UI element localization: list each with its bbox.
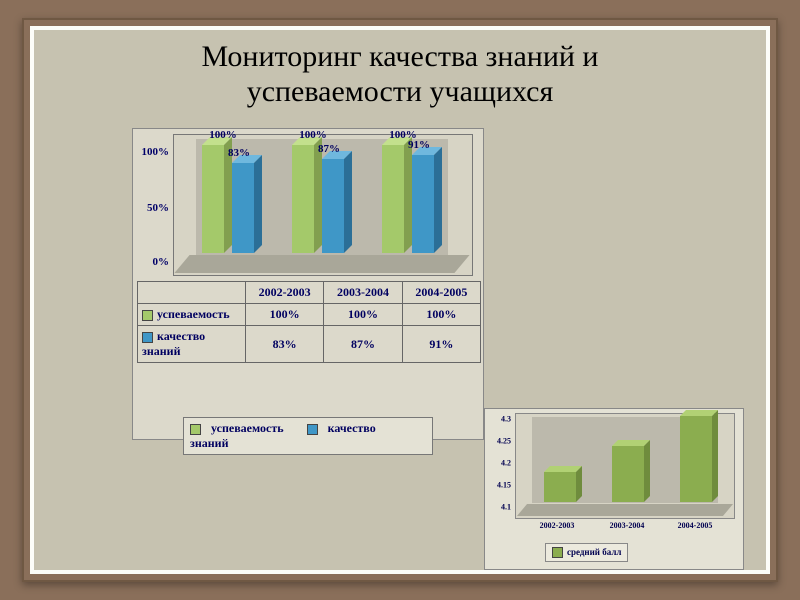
title-line-2: успеваемости учащихся <box>34 75 766 110</box>
title-line-1: Мониторинг качества знаний и <box>34 40 766 75</box>
chart2-bar-3 <box>680 416 712 502</box>
chart1-y-axis: 100% 50% 0% <box>133 134 171 276</box>
chart-quality-performance: 100% 50% 0% 100% 83% 100% <box>132 128 484 440</box>
chart2-bar-1 <box>544 472 576 502</box>
legend-swatch-green-icon <box>190 424 201 435</box>
legend-swatch-blue-icon <box>307 424 318 435</box>
swatch-green-icon <box>142 310 153 321</box>
chart1-legend: успеваемость качество знаний <box>183 417 433 455</box>
chart2-plot-area <box>515 413 735 519</box>
legend-swatch-green2-icon <box>552 547 563 558</box>
table-row: успеваемость 100% 100% 100% <box>138 304 481 326</box>
presentation-frame: Мониторинг качества знаний и успеваемост… <box>22 18 778 582</box>
slide-title: Мониторинг качества знаний и успеваемост… <box>34 40 766 109</box>
table-row: 2002-2003 2003-2004 2004-2005 <box>138 282 481 304</box>
slide-area: Мониторинг качества знаний и успеваемост… <box>34 30 766 570</box>
chart-average-score: 4.3 4.25 4.2 4.15 4.1 2002-2003 2003-200… <box>484 408 744 570</box>
chart2-legend: средний балл <box>545 543 628 562</box>
table-row: качество знаний 83% 87% 91% <box>138 326 481 363</box>
chart1-data-table: 2002-2003 2003-2004 2004-2005 успеваемос… <box>137 281 481 363</box>
chart2-y-axis: 4.3 4.25 4.2 4.15 4.1 <box>485 413 513 519</box>
swatch-blue-icon <box>142 332 153 343</box>
chart1-plot-area: 100% 83% 100% 87% 100% 91% <box>173 134 473 276</box>
chart2-bar-2 <box>612 446 644 502</box>
